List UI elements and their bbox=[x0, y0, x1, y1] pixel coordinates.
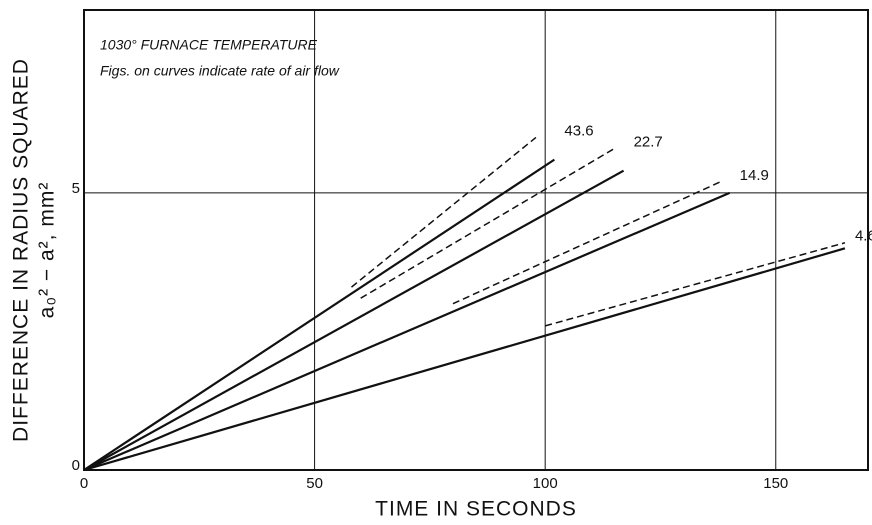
series-label: 22.7 bbox=[634, 134, 663, 151]
dashed-line bbox=[351, 136, 537, 288]
y-tick-label: 5 bbox=[72, 180, 80, 197]
annotation: 1030° FURNACE TEMPERATURE bbox=[100, 37, 318, 53]
annotation: Figs. on curves indicate rate of air flo… bbox=[100, 63, 340, 79]
y-axis-label: DIFFERENCE IN RADIUS SQUARED bbox=[10, 58, 33, 442]
x-tick-label: 150 bbox=[763, 475, 788, 492]
series-label: 43.6 bbox=[564, 122, 593, 139]
y-axis-label: a₀² − a², mm² bbox=[36, 182, 59, 319]
series-label: 4.6 bbox=[855, 228, 872, 245]
dashed-line bbox=[544, 242, 846, 327]
series-label: 14.9 bbox=[740, 167, 769, 184]
line bbox=[83, 169, 625, 471]
x-tick-label: 100 bbox=[533, 475, 558, 492]
x-axis-label: TIME IN SECONDS bbox=[375, 498, 577, 521]
dashed-line bbox=[452, 181, 721, 305]
line bbox=[83, 191, 731, 472]
line bbox=[83, 247, 846, 472]
frame bbox=[83, 9, 869, 471]
x-tick-label: 50 bbox=[306, 475, 323, 492]
dashed-line bbox=[360, 147, 615, 299]
line bbox=[83, 158, 556, 471]
y-tick-label: 0 bbox=[72, 457, 80, 474]
x-tick-label: 0 bbox=[80, 475, 88, 492]
